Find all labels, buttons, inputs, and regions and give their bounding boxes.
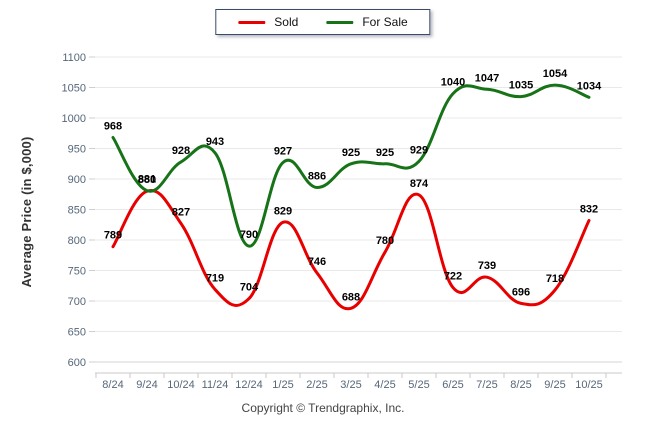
data-labels: 789 880 827 719 704 829 746 688 780 874 722 739 696 7…: [104, 68, 602, 303]
data-label: 1040: [441, 77, 465, 89]
legend-item-sold: Sold: [238, 15, 298, 29]
x-tick-label: 12/24: [235, 379, 263, 391]
data-label: 719: [206, 272, 224, 284]
gridlines: [95, 56, 622, 363]
x-tick-label: 10/24: [167, 379, 195, 391]
data-label: 925: [376, 147, 394, 159]
x-tick-label: 6/25: [442, 379, 463, 391]
y-tick-label: 1100: [62, 52, 86, 64]
data-label: 739: [478, 260, 496, 272]
legend-label-sold: Sold: [274, 15, 299, 29]
y-tick-label: 700: [68, 296, 86, 308]
x-tick-label: 9/24: [136, 379, 157, 391]
for-sale-line-swatch: [326, 20, 354, 24]
x-tick-label: 8/24: [102, 379, 123, 391]
data-label: 827: [172, 207, 190, 219]
data-label: 1034: [577, 80, 602, 92]
x-tick-label: 7/25: [476, 379, 497, 391]
data-label: 1047: [475, 72, 499, 84]
x-tick-label: 5/25: [408, 379, 429, 391]
y-tick-label: 600: [68, 357, 86, 369]
data-label: 927: [274, 146, 292, 158]
data-label: 925: [342, 147, 360, 159]
axes: 600 650 700 750 800 850 900 950 1000 1050 1100 8/24…: [62, 52, 622, 391]
y-tick-label: 850: [68, 205, 86, 217]
x-tick-label: 8/25: [510, 379, 531, 391]
y-tick-label: 950: [68, 144, 86, 156]
data-label: 746: [308, 256, 326, 268]
y-tick-label: 750: [68, 266, 86, 278]
legend-label-for-sale: For Sale: [362, 15, 408, 29]
x-tick-label: 3/25: [340, 379, 361, 391]
data-label: 943: [206, 136, 224, 148]
y-tick-label: 1050: [62, 83, 86, 95]
data-label: 704: [240, 282, 259, 294]
data-label: 929: [410, 144, 428, 156]
x-tick-label: 1/25: [272, 379, 293, 391]
data-label: 780: [376, 235, 394, 247]
y-tick-label: 900: [68, 174, 86, 186]
copyright-text: Copyright © Trendgraphix, Inc.: [241, 401, 405, 415]
data-label: 880: [138, 174, 156, 186]
y-tick-label: 1000: [62, 113, 86, 125]
data-label: 829: [274, 205, 292, 217]
data-label: 1054: [543, 68, 568, 80]
data-label: 886: [308, 171, 326, 183]
data-label: 832: [580, 204, 598, 216]
sold-line: [111, 188, 591, 311]
x-tick-label: 4/25: [374, 379, 395, 391]
chart-legend: Sold For Sale: [215, 9, 431, 35]
data-label: 1035: [509, 80, 533, 92]
sold-line-swatch: [238, 20, 266, 24]
y-tick-label: 650: [68, 327, 86, 339]
data-label: 874: [410, 178, 429, 190]
x-tick-label: 9/25: [544, 379, 565, 391]
data-label: 928: [172, 145, 190, 157]
data-label: 968: [104, 121, 122, 133]
x-tick-label: 11/24: [202, 379, 229, 391]
data-label: 688: [342, 291, 360, 303]
data-label: 696: [512, 286, 530, 298]
for-sale-line: [111, 83, 591, 248]
data-label: 881: [138, 174, 156, 186]
data-label: 789: [104, 230, 122, 242]
data-label: 790: [240, 229, 258, 241]
x-tick-label: 2/25: [306, 379, 327, 391]
x-tick-label: 10/25: [575, 379, 603, 391]
data-label: 722: [444, 271, 462, 283]
y-axis-title: Average Price (in $,000): [19, 136, 34, 287]
legend-item-for-sale: For Sale: [326, 15, 408, 29]
series-lines: [111, 83, 591, 311]
data-label: 718: [546, 273, 564, 285]
y-tick-label: 800: [68, 235, 86, 247]
